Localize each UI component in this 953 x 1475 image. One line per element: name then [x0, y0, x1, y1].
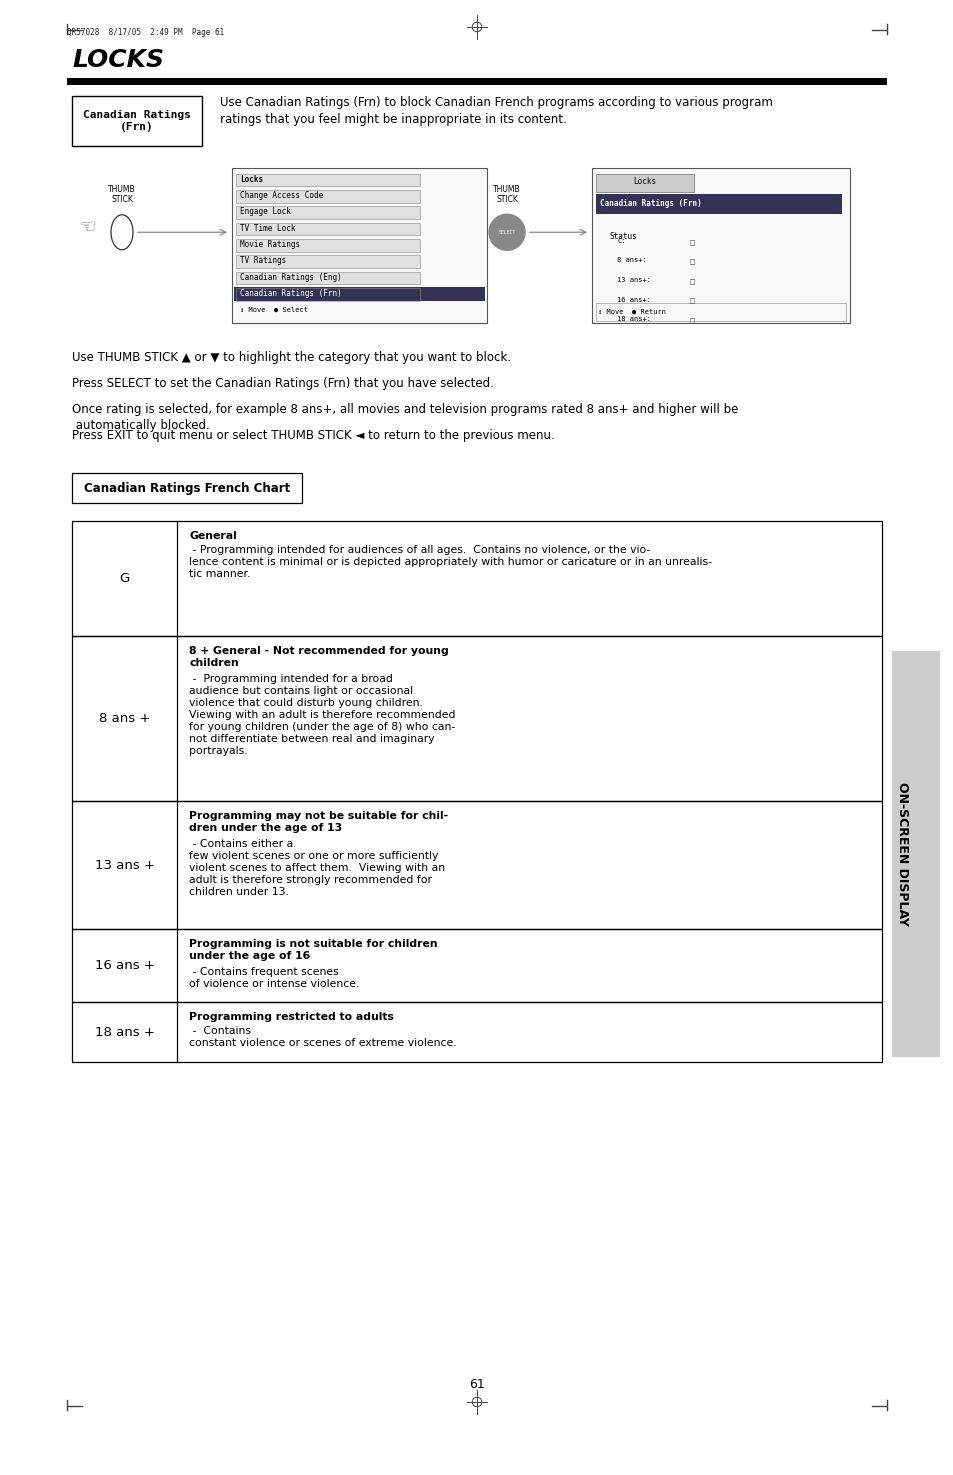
Text: ↕ Move  ● Select: ↕ Move ● Select [240, 307, 308, 313]
Text: Change Access Code: Change Access Code [240, 192, 323, 201]
Bar [71, 801, 882, 929]
Text: 61: 61 [469, 1379, 484, 1391]
Text: 18 ans+:: 18 ans+: [617, 316, 650, 322]
Text: General: General [189, 531, 236, 541]
Text: Once rating is selected, for example 8 ans+, all movies and television programs : Once rating is selected, for example 8 a… [71, 403, 738, 432]
Text: 13 ans +: 13 ans + [94, 858, 154, 872]
Bar [235, 271, 419, 285]
Text: Canadian Ratings (Frn): Canadian Ratings (Frn) [599, 199, 701, 208]
Bar [592, 168, 849, 323]
Text: ON-SCREEN DISPLAY: ON-SCREEN DISPLAY [896, 782, 908, 926]
Text: 8 ans +: 8 ans + [99, 712, 150, 726]
Text: 18 ans +: 18 ans + [94, 1025, 154, 1038]
Text: QR57028  8/17/05  2:49 PM  Page 61: QR57028 8/17/05 2:49 PM Page 61 [67, 28, 224, 37]
Text: 13 ans+:: 13 ans+: [617, 277, 650, 283]
Bar [891, 652, 939, 1058]
Bar [235, 255, 419, 268]
Bar [596, 174, 694, 192]
Bar [71, 1002, 882, 1062]
Text: THUMB
STICK: THUMB STICK [493, 184, 520, 204]
Text: 16 ans+:: 16 ans+: [617, 296, 650, 302]
Text: □: □ [689, 316, 694, 324]
Bar [596, 302, 845, 322]
Text: Programming may not be suitable for chil-
dren under the age of 13: Programming may not be suitable for chil… [189, 811, 448, 833]
Text: □: □ [689, 237, 694, 246]
Text: □: □ [689, 296, 694, 305]
Bar [235, 207, 419, 218]
Text: SELECT: SELECT [497, 230, 515, 235]
Text: ↕ Move  ● Return: ↕ Move ● Return [598, 308, 665, 316]
Text: □: □ [689, 258, 694, 267]
Bar [235, 174, 419, 186]
Text: Use Canadian Ratings (Frn) to block Canadian French programs according to variou: Use Canadian Ratings (Frn) to block Cana… [220, 96, 772, 125]
Text: -  Programming intended for a broad
audience but contains light or occasional
vi: - Programming intended for a broad audie… [189, 674, 455, 755]
Text: 16 ans +: 16 ans + [94, 959, 154, 972]
Text: Locks: Locks [240, 174, 263, 184]
Text: C:: C: [617, 237, 625, 243]
Text: - Programming intended for audiences of all ages.  Contains no violence, or the : - Programming intended for audiences of … [189, 544, 711, 578]
Text: Locks: Locks [633, 177, 656, 186]
Text: - Contains either a
few violent scenes or one or more sufficiently
violent scene: - Contains either a few violent scenes o… [189, 839, 445, 897]
Text: □: □ [689, 277, 694, 286]
Text: Status: Status [609, 232, 638, 240]
Text: Engage Lock: Engage Lock [240, 208, 291, 217]
Text: 8 ans+:: 8 ans+: [617, 258, 646, 264]
Text: Canadian Ratings (Frn): Canadian Ratings (Frn) [240, 289, 341, 298]
Bar [67, 78, 886, 86]
Text: -  Contains
constant violence or scenes of extreme violence.: - Contains constant violence or scenes o… [189, 1025, 456, 1047]
Text: Canadian Ratings
(Frn): Canadian Ratings (Frn) [83, 111, 191, 131]
Text: Press SELECT to set the Canadian Ratings (Frn) that you have selected.: Press SELECT to set the Canadian Ratings… [71, 378, 494, 389]
Circle shape [489, 214, 524, 251]
Text: TV Ratings: TV Ratings [240, 257, 286, 266]
Bar [71, 636, 882, 801]
Bar [235, 190, 419, 202]
Bar [235, 288, 419, 301]
Text: ☜: ☜ [78, 218, 95, 237]
Text: Programming is not suitable for children
under the age of 16: Programming is not suitable for children… [189, 940, 437, 962]
Text: Canadian Ratings (Eng): Canadian Ratings (Eng) [240, 273, 341, 282]
Bar [71, 96, 202, 146]
Text: THUMB
STICK: THUMB STICK [108, 184, 135, 204]
Text: Press EXIT to quit menu or select THUMB STICK ◄ to return to the previous menu.: Press EXIT to quit menu or select THUMB … [71, 429, 554, 442]
Text: TV Time Lock: TV Time Lock [240, 224, 295, 233]
Text: G: G [119, 572, 130, 586]
Bar [233, 288, 484, 301]
Bar [71, 521, 882, 636]
Text: Movie Ratings: Movie Ratings [240, 240, 300, 249]
Text: LOCKS: LOCKS [71, 49, 164, 72]
Bar [596, 195, 841, 214]
Bar [235, 223, 419, 236]
Text: Programming restricted to adults: Programming restricted to adults [189, 1012, 394, 1022]
Bar [71, 473, 302, 503]
Text: 8 + General - Not recommended for young
children: 8 + General - Not recommended for young … [189, 646, 448, 668]
Text: Use THUMB STICK ▲ or ▼ to highlight the category that you want to block.: Use THUMB STICK ▲ or ▼ to highlight the … [71, 351, 511, 364]
Text: Canadian Ratings French Chart: Canadian Ratings French Chart [84, 481, 290, 494]
Bar [71, 929, 882, 1002]
Bar [232, 168, 486, 323]
Bar [235, 239, 419, 252]
Text: - Contains frequent scenes
of violence or intense violence.: - Contains frequent scenes of violence o… [189, 966, 359, 988]
